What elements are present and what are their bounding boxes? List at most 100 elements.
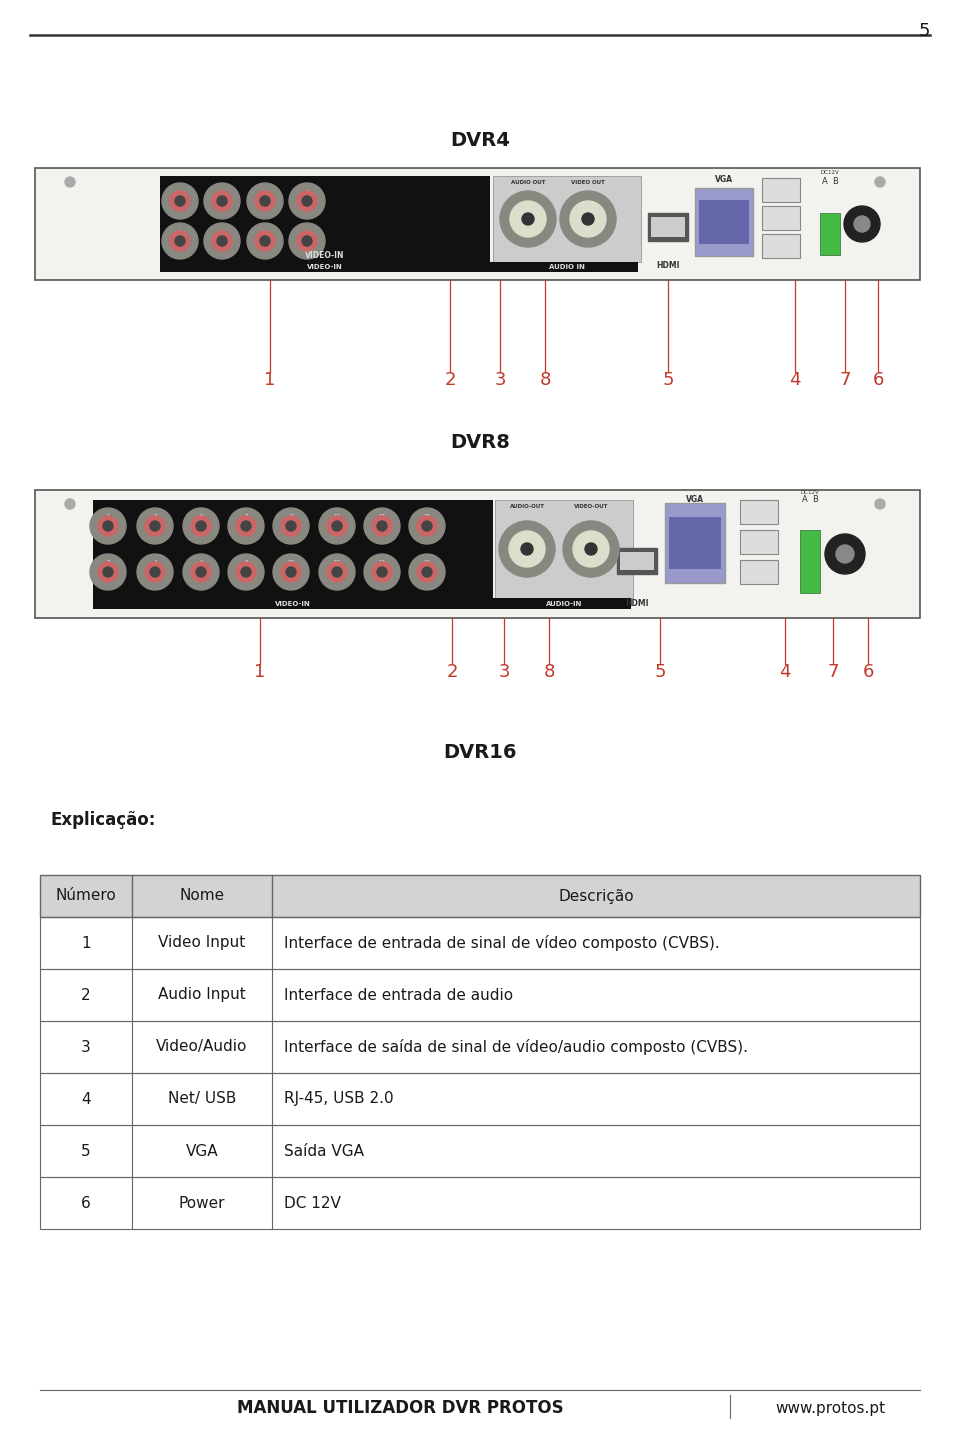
Circle shape xyxy=(582,213,594,225)
Text: Nome: Nome xyxy=(180,888,225,904)
Text: 13: 13 xyxy=(378,514,386,520)
Circle shape xyxy=(137,554,173,590)
Text: 2: 2 xyxy=(444,371,456,390)
Text: 3: 3 xyxy=(494,371,506,390)
Text: 6: 6 xyxy=(200,514,203,520)
Text: 6: 6 xyxy=(862,663,874,682)
Text: RJ-45, USB 2.0: RJ-45, USB 2.0 xyxy=(284,1091,394,1107)
Bar xyxy=(669,517,721,569)
Text: 12: 12 xyxy=(333,560,341,566)
Text: 4: 4 xyxy=(220,231,224,235)
Circle shape xyxy=(162,223,198,259)
Circle shape xyxy=(297,231,317,251)
Circle shape xyxy=(364,508,400,544)
Circle shape xyxy=(297,190,317,211)
Text: 4: 4 xyxy=(789,371,801,390)
Circle shape xyxy=(422,567,432,577)
Circle shape xyxy=(409,508,445,544)
Bar xyxy=(740,500,778,524)
Text: AUDIO OUT: AUDIO OUT xyxy=(511,179,545,185)
Bar xyxy=(40,1073,920,1126)
Bar xyxy=(93,599,631,609)
Circle shape xyxy=(162,183,198,219)
Text: 2: 2 xyxy=(446,663,458,682)
Text: VIDEO-OUT: VIDEO-OUT xyxy=(574,504,609,508)
Text: Net/ USB: Net/ USB xyxy=(168,1091,236,1107)
Circle shape xyxy=(255,190,275,211)
Text: DVR16: DVR16 xyxy=(444,743,516,762)
Circle shape xyxy=(273,508,309,544)
Text: VIDEO OUT: VIDEO OUT xyxy=(571,179,605,185)
Circle shape xyxy=(260,196,270,206)
Circle shape xyxy=(522,213,534,225)
Bar xyxy=(35,168,920,281)
Circle shape xyxy=(281,516,301,536)
Circle shape xyxy=(260,236,270,246)
Circle shape xyxy=(409,554,445,590)
Text: AUDIO-OUT: AUDIO-OUT xyxy=(510,504,544,508)
Bar xyxy=(762,206,800,231)
Circle shape xyxy=(319,508,355,544)
Circle shape xyxy=(241,521,251,531)
Circle shape xyxy=(228,508,264,544)
Bar xyxy=(40,1126,920,1177)
Circle shape xyxy=(585,543,597,556)
Bar xyxy=(740,530,778,554)
Text: Explicação:: Explicação: xyxy=(50,811,156,829)
Circle shape xyxy=(98,561,118,581)
Circle shape xyxy=(377,521,387,531)
Circle shape xyxy=(417,516,437,536)
Circle shape xyxy=(521,543,533,556)
Circle shape xyxy=(510,200,546,238)
Text: VGA: VGA xyxy=(185,1144,218,1158)
Text: AUDIO-IN: AUDIO-IN xyxy=(546,601,582,607)
Text: 6: 6 xyxy=(200,560,203,566)
Text: Power: Power xyxy=(179,1196,226,1210)
Circle shape xyxy=(145,561,165,581)
Text: 2: 2 xyxy=(82,988,91,1002)
Bar xyxy=(740,560,778,584)
Circle shape xyxy=(236,561,256,581)
Text: 2: 2 xyxy=(107,560,109,566)
Circle shape xyxy=(327,516,347,536)
Text: MANUAL UTILIZADOR DVR PROTOS: MANUAL UTILIZADOR DVR PROTOS xyxy=(237,1399,564,1418)
Text: www.protos.pt: www.protos.pt xyxy=(775,1400,885,1415)
Text: VIDEO-IN: VIDEO-IN xyxy=(305,252,345,261)
Bar xyxy=(617,547,657,574)
Text: 7: 7 xyxy=(244,514,248,520)
Text: 7: 7 xyxy=(305,190,309,196)
Text: 1: 1 xyxy=(82,935,91,951)
Circle shape xyxy=(65,178,75,188)
Text: 8: 8 xyxy=(543,663,555,682)
Text: 8: 8 xyxy=(244,560,248,566)
Bar xyxy=(35,490,920,619)
Circle shape xyxy=(98,516,118,536)
Circle shape xyxy=(204,223,240,259)
Circle shape xyxy=(289,183,325,219)
Text: 4: 4 xyxy=(82,1091,91,1107)
Text: DC 12V: DC 12V xyxy=(284,1196,341,1210)
Bar xyxy=(40,875,920,916)
Text: 5: 5 xyxy=(82,1144,91,1158)
Text: 1: 1 xyxy=(178,190,182,196)
Bar xyxy=(620,551,654,570)
Text: 3: 3 xyxy=(498,663,510,682)
Circle shape xyxy=(332,521,342,531)
Bar xyxy=(40,875,920,916)
Circle shape xyxy=(170,190,190,211)
Circle shape xyxy=(302,196,312,206)
Text: Video Input: Video Input xyxy=(158,935,246,951)
Text: 11: 11 xyxy=(333,514,341,520)
Bar xyxy=(40,1021,920,1073)
Text: 3: 3 xyxy=(220,190,224,196)
Circle shape xyxy=(273,554,309,590)
Text: DVR8: DVR8 xyxy=(450,432,510,451)
Circle shape xyxy=(247,223,283,259)
Circle shape xyxy=(170,231,190,251)
Bar xyxy=(648,213,688,241)
Circle shape xyxy=(289,223,325,259)
Text: Número: Número xyxy=(56,888,116,904)
Bar xyxy=(651,216,685,236)
Text: Interface de saída de sinal de vídeo/audio composto (CVBS).: Interface de saída de sinal de vídeo/aud… xyxy=(284,1040,748,1055)
Circle shape xyxy=(145,516,165,536)
